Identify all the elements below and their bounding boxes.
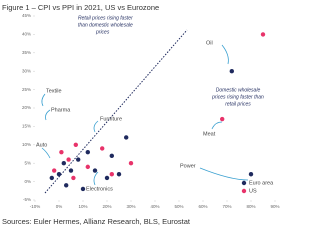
x-tick-label: 80% bbox=[246, 204, 255, 209]
point bbox=[68, 168, 74, 173]
point bbox=[220, 116, 225, 122]
y-tick-label: 40% bbox=[22, 32, 31, 37]
leader-line bbox=[41, 93, 46, 107]
x-tick-label: 0% bbox=[56, 204, 63, 209]
point bbox=[92, 168, 98, 173]
point bbox=[124, 135, 129, 140]
point bbox=[109, 153, 115, 159]
point bbox=[49, 175, 54, 181]
annotation: than domestic wholesale bbox=[78, 22, 133, 28]
chart: Figure 1 – CPI vs PPI in 2021, US vs Eur… bbox=[2, 3, 280, 226]
chart-title: Figure 1 – CPI vs PPI in 2021, US vs Eur… bbox=[2, 3, 159, 12]
leader-line bbox=[93, 171, 99, 186]
point bbox=[85, 164, 91, 170]
y-tick-label: 0% bbox=[24, 179, 31, 184]
annotation: Retail prices rising faster bbox=[78, 15, 133, 21]
point bbox=[61, 161, 66, 166]
point bbox=[52, 168, 57, 173]
annotation: prices rising faster than bbox=[211, 94, 264, 100]
point-label: Pharma bbox=[51, 107, 71, 113]
leader-line bbox=[45, 109, 51, 121]
x-tick-label: 90% bbox=[270, 204, 279, 209]
point bbox=[104, 175, 110, 181]
y-tick-label: 30% bbox=[22, 68, 31, 73]
point bbox=[109, 172, 115, 177]
point-label: Furniture bbox=[100, 116, 122, 122]
point-label: Oil bbox=[206, 40, 213, 46]
point bbox=[76, 157, 81, 162]
x-tick-label: 70% bbox=[222, 204, 231, 209]
annotation: retail prices bbox=[225, 101, 251, 107]
y-tick-label: 45% bbox=[22, 13, 31, 18]
point bbox=[63, 183, 69, 188]
point bbox=[260, 32, 266, 37]
parity-line bbox=[44, 29, 188, 194]
x-tick-label: 10% bbox=[78, 204, 87, 209]
point-label: Auto bbox=[36, 142, 47, 148]
x-tick-label: 60% bbox=[198, 204, 207, 209]
point-label: Textile bbox=[46, 88, 62, 94]
legend-marker bbox=[241, 180, 247, 186]
point bbox=[66, 157, 71, 162]
leader-line bbox=[93, 120, 99, 133]
leader-line bbox=[41, 147, 51, 159]
point bbox=[73, 142, 79, 147]
point bbox=[116, 172, 122, 177]
leader-line bbox=[221, 44, 229, 65]
y-tick-label: 35% bbox=[22, 50, 31, 55]
legend-label: US bbox=[249, 188, 257, 194]
x-tick-label: -10% bbox=[30, 204, 41, 209]
x-tick-label: 50% bbox=[174, 204, 183, 209]
legend-marker bbox=[241, 188, 247, 194]
point bbox=[71, 175, 76, 181]
point-label: Meat bbox=[203, 131, 216, 137]
x-tick-label: 40% bbox=[150, 204, 159, 209]
x-tick-label: 30% bbox=[126, 204, 135, 209]
x-tick-label: 20% bbox=[102, 204, 111, 209]
leader-line bbox=[211, 121, 223, 130]
point-label: Power bbox=[180, 163, 196, 169]
point bbox=[80, 186, 86, 192]
point bbox=[56, 172, 62, 177]
point bbox=[229, 69, 234, 74]
y-tick-label: 20% bbox=[22, 105, 31, 110]
point bbox=[248, 172, 254, 177]
y-tick-label: 15% bbox=[22, 124, 31, 129]
point bbox=[128, 161, 134, 166]
point bbox=[59, 149, 64, 155]
y-tick-label: 5% bbox=[24, 160, 31, 165]
y-tick-label: -5% bbox=[23, 197, 31, 202]
point bbox=[100, 146, 105, 151]
y-tick-label: 25% bbox=[22, 87, 31, 92]
point-label: Electronics bbox=[86, 186, 113, 192]
source: Sources: Euler Hermes, Allianz Research,… bbox=[2, 217, 191, 226]
annotation: prices bbox=[95, 29, 110, 35]
point bbox=[85, 149, 91, 155]
y-tick-label: 10% bbox=[22, 142, 31, 147]
legend-label: Euro area bbox=[249, 180, 274, 186]
annotation: Domestic wholesale bbox=[216, 87, 261, 93]
leader-line bbox=[199, 167, 249, 181]
